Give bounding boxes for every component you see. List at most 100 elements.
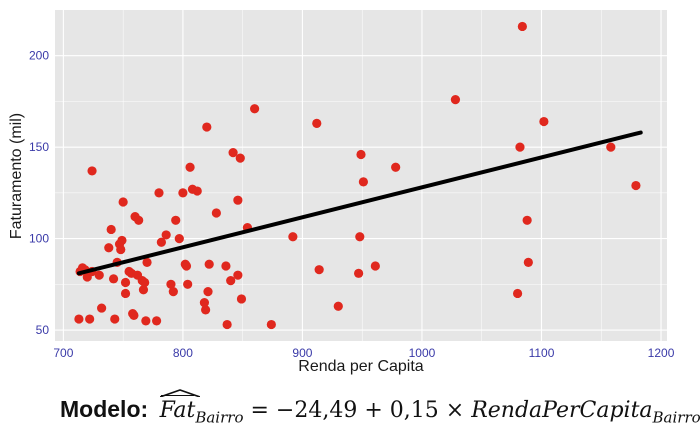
data-point xyxy=(106,224,116,235)
data-point xyxy=(87,166,97,176)
x-tick-label: 1100 xyxy=(529,346,555,360)
data-point xyxy=(522,215,532,225)
data-point xyxy=(228,148,238,158)
fat-label: Fat xyxy=(159,398,196,423)
data-point xyxy=(183,279,193,289)
x-tick-labels: 700 800 900 1000 1100 1200 xyxy=(53,346,674,360)
fat-hat-term: Fat xyxy=(159,389,200,423)
data-point xyxy=(226,276,236,286)
data-point xyxy=(199,297,210,308)
formula-times: × xyxy=(445,398,465,423)
data-point xyxy=(104,243,114,253)
data-point xyxy=(116,244,126,255)
y-axis-title: Faturamento (mil) xyxy=(8,113,25,239)
data-point xyxy=(333,301,343,311)
data-point xyxy=(142,257,152,267)
y-tick-label: 200 xyxy=(29,49,49,63)
x-axis-title: Renda per Capita xyxy=(298,358,424,375)
x-tick-label: 1000 xyxy=(409,346,436,360)
data-point xyxy=(606,142,616,152)
data-point xyxy=(221,261,231,271)
data-point xyxy=(118,197,128,207)
plot-panel xyxy=(55,10,667,341)
data-point xyxy=(161,230,171,240)
data-point xyxy=(517,21,527,32)
data-point xyxy=(74,314,84,324)
x-tick-label: 1200 xyxy=(648,346,675,360)
data-point xyxy=(110,314,120,324)
data-point xyxy=(354,268,364,278)
data-point xyxy=(129,310,139,320)
data-point xyxy=(222,319,232,330)
data-point xyxy=(631,180,641,191)
model-formula: Modelo: FatBairro = −24,49 + 0,15 × Rend… xyxy=(60,389,700,427)
data-point xyxy=(312,118,322,128)
data-point xyxy=(539,116,549,127)
data-point xyxy=(355,232,365,242)
data-point xyxy=(120,288,131,299)
data-point xyxy=(152,316,162,326)
data-point xyxy=(288,232,298,242)
data-point xyxy=(134,215,144,225)
trend-line xyxy=(76,130,643,276)
formula-lead: Modelo: xyxy=(60,396,149,422)
x-tick-label: 800 xyxy=(173,346,193,360)
data-point xyxy=(370,261,380,271)
data-point xyxy=(211,208,221,218)
data-point xyxy=(202,122,212,132)
data-point xyxy=(168,287,178,297)
data-point xyxy=(515,142,525,152)
data-point xyxy=(314,265,324,275)
y-tick-label: 150 xyxy=(29,140,49,154)
data-point xyxy=(154,188,164,198)
formula-expression: FatBairro = −24,49 + 0,15 × RendaPerCapi… xyxy=(153,389,700,427)
scatter-chart: 700 800 900 1000 1100 1200 50 100 150 200 Renda … xyxy=(8,10,675,375)
data-point xyxy=(166,279,176,289)
formula-slope: 0,15 xyxy=(389,398,439,423)
data-point xyxy=(85,314,95,324)
formula-variable: RendaPerCapita xyxy=(471,398,653,423)
data-point xyxy=(204,259,214,269)
data-point xyxy=(138,285,149,295)
data-point xyxy=(171,215,181,225)
data-point xyxy=(512,288,523,299)
formula-variable-subscript: Bairro xyxy=(652,408,700,427)
data-point xyxy=(203,287,213,297)
grid-lines xyxy=(55,10,667,341)
data-point xyxy=(174,233,184,244)
data-point xyxy=(356,149,366,160)
data-point xyxy=(120,277,131,288)
data-point xyxy=(250,104,260,114)
fat-subscript: Bairro xyxy=(195,408,244,427)
formula-intercept: −24,49 xyxy=(275,398,358,423)
data-point xyxy=(178,188,188,198)
y-tick-labels: 50 100 150 200 xyxy=(29,49,49,337)
data-point xyxy=(97,303,107,313)
data-point xyxy=(141,316,151,326)
data-point xyxy=(94,270,104,280)
data-point xyxy=(233,270,243,280)
data-point xyxy=(236,294,247,304)
formula-equals: = xyxy=(250,398,269,423)
formula-plus: + xyxy=(364,398,383,423)
data-point xyxy=(185,162,195,172)
data-point xyxy=(192,186,202,196)
data-point xyxy=(523,257,533,267)
data-point xyxy=(391,162,401,172)
data-point xyxy=(358,177,368,187)
data-point xyxy=(266,319,276,330)
data-point xyxy=(450,95,461,105)
x-tick-label: 900 xyxy=(292,346,312,360)
data-point xyxy=(235,153,245,163)
data-point xyxy=(233,195,243,205)
data-point xyxy=(156,237,166,247)
data-point xyxy=(140,277,150,288)
x-tick-label: 700 xyxy=(53,346,73,360)
hat-accent-icon xyxy=(159,389,200,397)
y-tick-label: 50 xyxy=(36,323,50,337)
data-point xyxy=(181,261,192,271)
data-point xyxy=(201,305,211,315)
data-point xyxy=(108,274,119,284)
data-point xyxy=(117,235,127,246)
y-tick-label: 100 xyxy=(29,232,49,246)
